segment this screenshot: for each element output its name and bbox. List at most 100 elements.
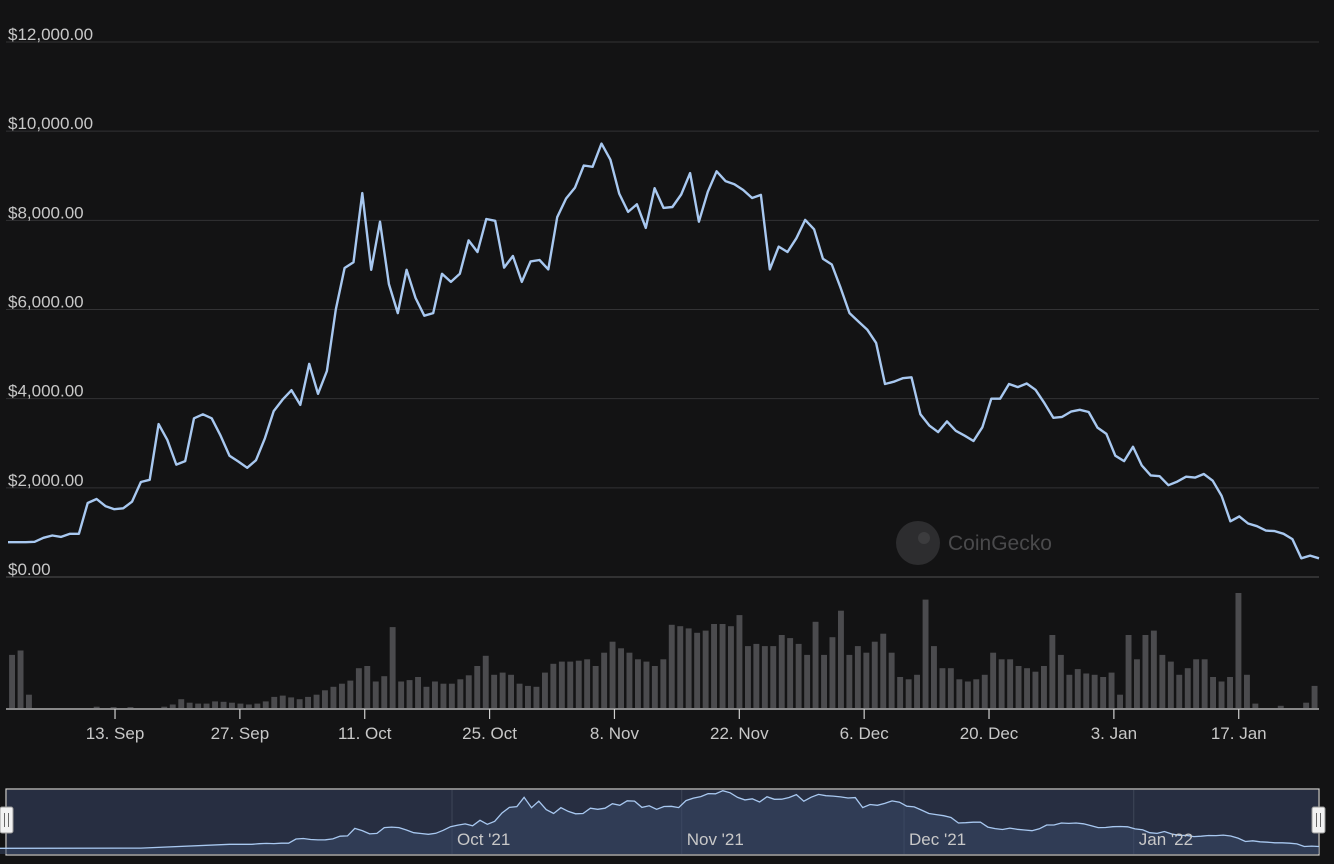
volume-bar: [1066, 674, 1073, 708]
navigator-label: Nov '21: [687, 830, 744, 849]
volume-bar: [389, 627, 396, 708]
volume-bar: [203, 703, 210, 708]
x-tick-label: 17. Jan: [1211, 724, 1267, 743]
volume-bar: [821, 654, 827, 708]
volume-bar: [1024, 668, 1030, 708]
volume-bar: [939, 668, 946, 708]
volume-bar: [1184, 668, 1191, 708]
volume-bar: [685, 628, 692, 708]
volume-bar: [1210, 677, 1216, 708]
volume-bar: [550, 663, 557, 708]
volume-bar: [1083, 673, 1090, 708]
volume-bar: [491, 674, 498, 708]
volume-bar: [1007, 659, 1014, 708]
volume-bar: [736, 615, 743, 708]
volume-bar: [897, 677, 904, 708]
y-grid: [6, 41, 1319, 578]
x-tick-label: 11. Oct: [338, 724, 392, 743]
volume-bar: [1311, 685, 1318, 708]
navigator-label: Jan '22: [1139, 830, 1193, 849]
volume-bar: [288, 697, 295, 708]
volume-bar: [474, 666, 481, 708]
navigator-area: [0, 790, 1319, 854]
volume-bar: [1032, 671, 1039, 708]
volume-bar: [1201, 659, 1208, 708]
volume-bar: [668, 624, 675, 708]
volume-bar: [635, 659, 641, 708]
volume-bar: [423, 686, 430, 708]
volume-bar: [660, 659, 667, 708]
volume-bar: [1235, 593, 1242, 708]
navigator-label: Dec '21: [909, 830, 966, 849]
x-tick-label: 22. Nov: [710, 724, 769, 743]
volume-bar: [279, 695, 286, 708]
volume-bar: [93, 706, 100, 708]
volume-bar: [1134, 659, 1140, 708]
y-tick-label: $8,000.00: [8, 203, 84, 222]
x-tick-label: 13. Sep: [86, 724, 145, 743]
volume-bar: [761, 646, 768, 708]
volume-bar: [110, 707, 117, 708]
coingecko-logo-eye-icon: [918, 532, 930, 544]
volume-bar: [770, 646, 777, 708]
volume-bar: [169, 704, 176, 708]
y-tick-label: $0.00: [8, 560, 51, 579]
volume-bar: [863, 652, 870, 708]
navigator-handle-right[interactable]: [1311, 806, 1326, 834]
volume-bar: [525, 685, 531, 708]
volume-bar: [372, 681, 379, 708]
volume-bar: [195, 703, 202, 708]
volume-bar: [1303, 702, 1310, 708]
volume-bar: [1015, 666, 1022, 708]
volume-bar: [212, 701, 218, 708]
volume-bar: [254, 703, 261, 708]
navigator: Oct '21 Nov '21 Dec '21 Jan '22: [0, 788, 1326, 856]
volume-bar: [465, 675, 472, 708]
volume-bar: [313, 694, 320, 708]
volume-bar: [990, 652, 997, 708]
volume-bar: [854, 646, 861, 708]
volume-bar: [542, 672, 548, 708]
volume-bar: [347, 680, 354, 708]
volume-bar: [448, 683, 455, 708]
volume-bar: [922, 599, 929, 708]
volume-bar: [787, 638, 794, 708]
volume-bar: [838, 610, 844, 708]
volume-bar: [271, 696, 278, 708]
volume-bar: [432, 681, 438, 708]
volume-bar: [973, 679, 980, 709]
volume-bar: [1277, 705, 1284, 708]
volume-bar: [127, 707, 134, 708]
volume-bar: [711, 624, 717, 708]
volume-bar: [618, 648, 624, 708]
volume-bar: [398, 681, 405, 708]
volume-bar: [1167, 661, 1174, 708]
volume-bar: [330, 686, 337, 708]
volume-bar: [584, 659, 591, 708]
volume-bar: [457, 679, 464, 709]
volume-bar: [964, 681, 971, 708]
volume-bar: [1193, 659, 1200, 708]
volume-bar: [161, 706, 168, 708]
x-tick-label: 20. Dec: [960, 724, 1019, 743]
volume-bar: [558, 661, 565, 708]
volume-bar: [508, 674, 514, 708]
navigator-handle-left[interactable]: [0, 806, 14, 834]
volume-bar: [26, 694, 32, 708]
volume-bar: [719, 624, 726, 708]
volume-bar: [905, 679, 912, 709]
volume-bar: [533, 686, 540, 708]
x-tick-label: 27. Sep: [211, 724, 270, 743]
volume-bar: [1057, 654, 1064, 708]
volume-bar: [516, 683, 523, 708]
watermark-text: CoinGecko: [948, 532, 1052, 555]
y-tick-label: $4,000.00: [8, 382, 84, 401]
volume-bar: [804, 654, 811, 708]
volume-bar: [643, 661, 650, 708]
volume-bar: [956, 679, 963, 709]
volume-bar: [1108, 672, 1115, 708]
volume-bar: [229, 702, 235, 708]
volume-bar: [406, 680, 413, 708]
volume-bar: [482, 655, 489, 708]
